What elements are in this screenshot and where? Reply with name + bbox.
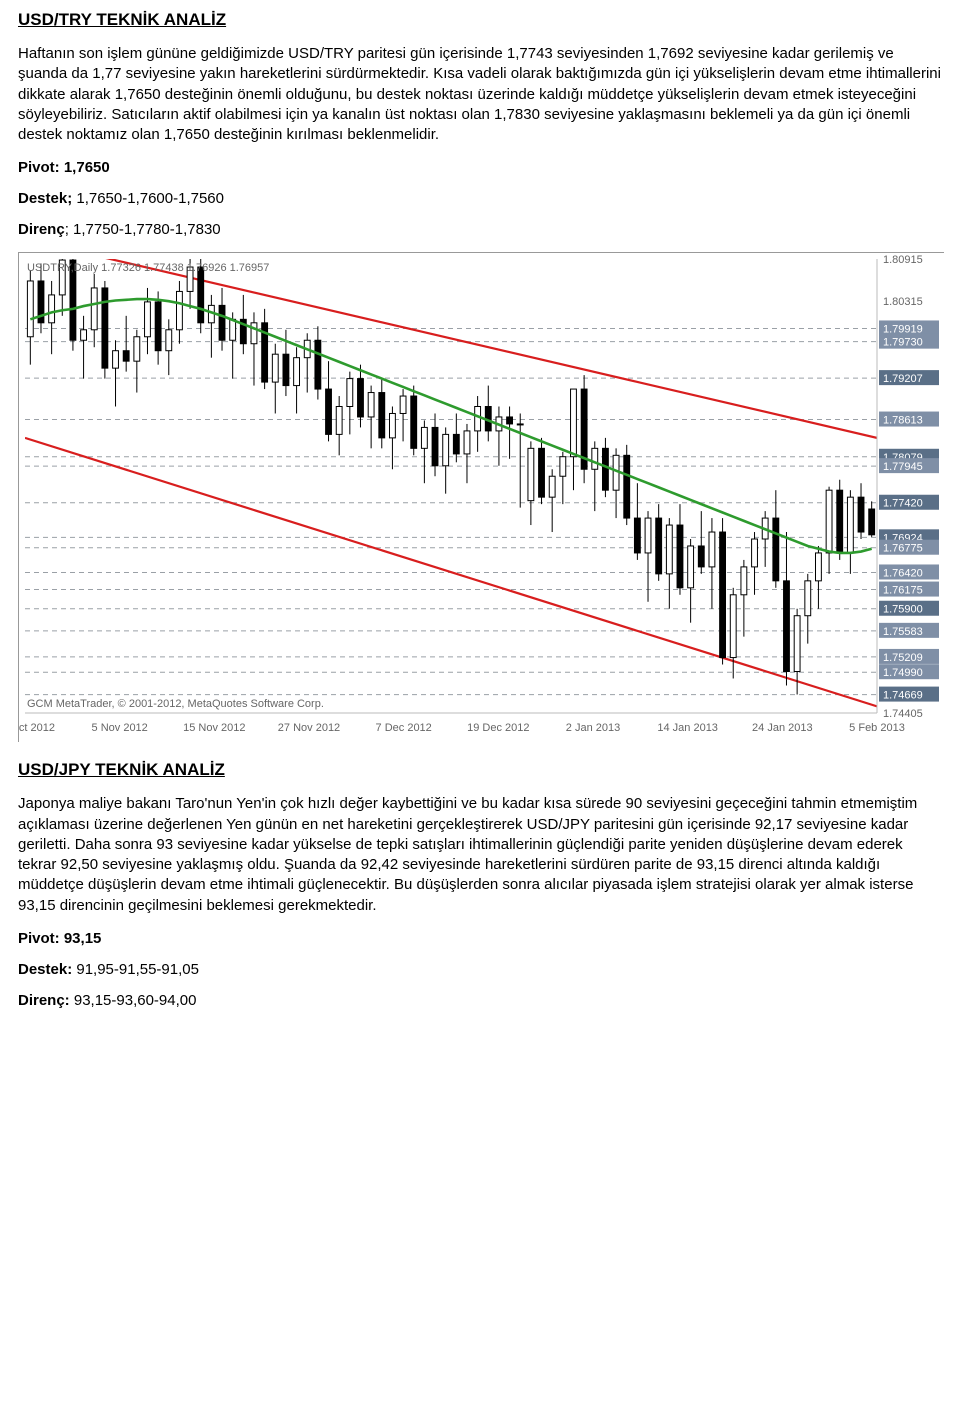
svg-text:GCM MetaTrader, © 2001-2012, M: GCM MetaTrader, © 2001-2012, MetaQuotes … (27, 698, 324, 710)
usdtry-direnc-label: Direnç (18, 221, 65, 238)
svg-text:1.76175: 1.76175 (883, 585, 923, 597)
usdjpy-direnc-label: Direnç: (18, 992, 74, 1009)
svg-text:1.77945: 1.77945 (883, 461, 923, 473)
usdtry-destek-value: 1,7650-1,7600-1,7560 (76, 190, 224, 207)
svg-text:1.77420: 1.77420 (883, 498, 923, 510)
usdtry-title: USD/TRY TEKNİK ANALİZ (18, 10, 942, 30)
svg-text:1.75583: 1.75583 (883, 626, 923, 638)
svg-text:27 Nov 2012: 27 Nov 2012 (278, 722, 340, 734)
svg-text:1.76420: 1.76420 (883, 568, 923, 580)
usdtry-destek-line: Destek; 1,7650-1,7600-1,7560 (18, 190, 942, 207)
svg-text:5 Feb 2013: 5 Feb 2013 (849, 722, 905, 734)
svg-text:24 Jan 2013: 24 Jan 2013 (752, 722, 813, 734)
svg-text:1.80915: 1.80915 (883, 254, 923, 266)
usdjpy-destek-label: Destek: (18, 961, 76, 978)
usdtry-destek-label: Destek; (18, 190, 76, 207)
usdjpy-pivot-label: Pivot: (18, 930, 64, 947)
usdjpy-title: USD/JPY TEKNİK ANALİZ (18, 760, 942, 780)
svg-text:1.79207: 1.79207 (883, 373, 923, 385)
svg-text:15 Nov 2012: 15 Nov 2012 (183, 722, 245, 734)
usdtry-pivot-value: 1,7650 (64, 159, 110, 176)
svg-text:1.75900: 1.75900 (883, 604, 923, 616)
svg-text:1.80315: 1.80315 (883, 296, 923, 308)
svg-text:1.75209: 1.75209 (883, 652, 923, 664)
usdtry-paragraph: Haftanın son işlem gününe geldiğimizde U… (18, 44, 942, 145)
svg-text:1.74990: 1.74990 (883, 667, 923, 679)
usdjpy-paragraph: Japonya maliye bakanı Taro'nun Yen'in ço… (18, 794, 942, 916)
svg-text:1.79730: 1.79730 (883, 337, 923, 349)
usdtry-direnc-value: ; 1,7750-1,7780-1,7830 (65, 221, 221, 238)
usdjpy-pivot-value: 93,15 (64, 930, 102, 947)
usdtry-pivot-label: Pivot: (18, 159, 64, 176)
svg-text:25 Oct 2012: 25 Oct 2012 (19, 722, 55, 734)
usdtry-direnc-line: Direnç; 1,7750-1,7780-1,7830 (18, 221, 942, 238)
svg-text:19 Dec 2012: 19 Dec 2012 (467, 722, 529, 734)
svg-text:2 Jan 2013: 2 Jan 2013 (566, 722, 620, 734)
svg-text:14 Jan 2013: 14 Jan 2013 (657, 722, 718, 734)
usdjpy-direnc-value: 93,15-93,60-94,00 (74, 992, 197, 1009)
usdjpy-direnc-line: Direnç: 93,15-93,60-94,00 (18, 992, 942, 1009)
svg-text:7 Dec 2012: 7 Dec 2012 (376, 722, 432, 734)
svg-text:USDTRY,Daily 1.77326 1.77438: USDTRY,Daily 1.77326 1.77438 1.76926 1.7… (27, 262, 269, 274)
usdtry-chart: 1.809151.803151.744051.799191.797301.792… (18, 252, 944, 742)
svg-text:1.74669: 1.74669 (883, 690, 923, 702)
usdjpy-destek-line: Destek: 91,95-91,55-91,05 (18, 961, 942, 978)
chart-svg: 1.809151.803151.744051.799191.797301.792… (19, 253, 945, 743)
svg-text:1.78613: 1.78613 (883, 415, 923, 427)
usdjpy-pivot-line: Pivot: 93,15 (18, 930, 942, 947)
svg-text:1.76775: 1.76775 (883, 543, 923, 555)
svg-text:5 Nov 2012: 5 Nov 2012 (92, 722, 148, 734)
svg-text:1.74405: 1.74405 (883, 708, 923, 720)
usdtry-pivot-line: Pivot: 1,7650 (18, 159, 942, 176)
usdjpy-destek-value: 91,95-91,55-91,05 (76, 961, 199, 978)
